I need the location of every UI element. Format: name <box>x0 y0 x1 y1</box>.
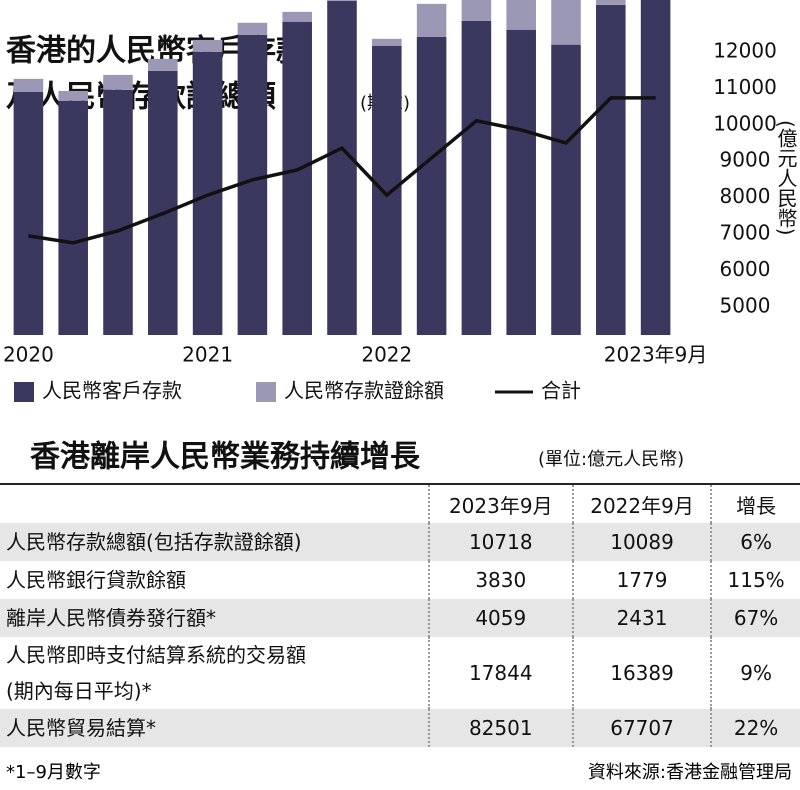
y-tick-label: 8000 <box>720 184 771 208</box>
bar <box>506 0 536 30</box>
value-cell: 16389 <box>571 637 712 709</box>
value-cell: 10718 <box>427 523 573 561</box>
bar <box>282 11 312 22</box>
bar <box>461 0 492 21</box>
bar <box>148 70 178 336</box>
y-axis-label: (億元人民幣) <box>774 120 798 236</box>
y-tick-label: 11000 <box>713 75 777 99</box>
bar <box>416 3 447 37</box>
y-tick-label: 7000 <box>720 221 771 245</box>
bar <box>372 45 402 336</box>
value-cell: 4059 <box>427 599 573 637</box>
table-row: 人民幣貿易結算* 82501 67707 22% <box>0 709 800 747</box>
row-label: 人民幣貿易結算* <box>0 709 429 747</box>
table: 2023年9月 2022年9月 增長 人民幣存款總額(包括存款證餘額) 10718 100… <box>0 483 800 747</box>
bar <box>103 89 133 335</box>
bar <box>461 20 492 335</box>
x-tick-label: 2022 <box>361 343 412 367</box>
legend-label: 人民幣客戶存款 <box>42 379 182 403</box>
table-row: 離岸人民幣債券發行額* 4059 2431 67% <box>0 599 800 637</box>
x-tick-label: 2021 <box>182 343 233 367</box>
value-cell: 22% <box>710 709 800 747</box>
bar <box>327 0 357 335</box>
footnote: *1–9月數字 <box>6 762 101 783</box>
value-cell: 1779 <box>571 561 712 599</box>
row-label: 人民幣存款總額(包括存款證餘額) <box>0 523 429 561</box>
bar <box>506 29 536 335</box>
bar <box>58 100 88 335</box>
bar <box>13 92 44 335</box>
value-cell: 17844 <box>427 637 573 709</box>
bar <box>596 0 626 5</box>
value-cell: 9% <box>710 637 800 709</box>
row-label: 人民幣銀行貸款餘額 <box>6 568 186 592</box>
y-tick-label: 10000 <box>713 111 777 135</box>
value-cell: 67707 <box>571 709 712 747</box>
value-cell: 67% <box>710 599 800 637</box>
table-row: 人民幣存款總額(包括存款證餘額) 10718 10089 6% <box>0 523 800 561</box>
bar <box>327 0 357 1</box>
table-row: 人民幣即時支付結算系統的交易額 (期內每日平均)* 17844 16389 9% <box>0 637 800 709</box>
bar <box>103 74 133 90</box>
table-title: 香港離岸人民幣業務持續增長 <box>30 440 421 475</box>
x-tick-label: 2020 <box>3 343 54 367</box>
header-cell: 增長 <box>710 483 800 523</box>
bar <box>58 90 88 101</box>
chart-title: 及人民幣存款證總額 <box>6 80 276 115</box>
table-row: 人民幣銀行貸款餘額 3830 1779 115% <box>0 561 800 599</box>
y-tick-label: 6000 <box>720 257 771 281</box>
legend-label: 人民幣存款證餘額 <box>284 379 444 403</box>
bar <box>237 22 268 35</box>
bar <box>148 58 178 71</box>
bar <box>640 0 671 336</box>
bar <box>282 21 312 336</box>
header-row: 2023年9月 2022年9月 增長 <box>0 483 800 523</box>
value-cell: 3830 <box>427 561 573 599</box>
legend-swatch <box>256 382 276 402</box>
value-cell: 10089 <box>571 523 712 561</box>
source: 資料來源:香港金融管理局 <box>587 762 792 783</box>
bar <box>192 39 223 52</box>
y-tick-label: 12000 <box>713 38 777 62</box>
value-cell: 82501 <box>427 709 573 747</box>
x-tick-label: 2023年9月 <box>604 343 708 367</box>
legend-swatch <box>14 382 34 402</box>
bar <box>551 0 581 45</box>
value-cell: 115% <box>710 561 800 599</box>
bar <box>551 44 581 335</box>
legend-label: 合計 <box>541 379 581 403</box>
value-cell: 2431 <box>571 599 712 637</box>
row-label: 離岸人民幣債券發行額* <box>0 599 429 637</box>
chart: 香港的人民幣客戶存款 及人民幣存款證總額 (期末) (億元人民幣) 香港離岸人民… <box>3 0 798 475</box>
header-cell: 2022年9月 <box>571 483 712 523</box>
bar <box>372 38 402 46</box>
value-cell: 6% <box>710 523 800 561</box>
bar <box>416 36 447 336</box>
header-cell: 2023年9月 <box>427 483 573 523</box>
bar <box>596 4 626 336</box>
y-tick-label: 9000 <box>720 148 771 172</box>
total-line <box>28 96 656 245</box>
row-label: 人民幣即時支付結算系統的交易額 (期內每日平均)* <box>6 643 306 703</box>
bar <box>13 78 44 93</box>
y-tick-label: 5000 <box>720 293 771 317</box>
table-unit: (單位:億元人民幣) <box>538 449 684 470</box>
header-cell <box>0 483 429 523</box>
